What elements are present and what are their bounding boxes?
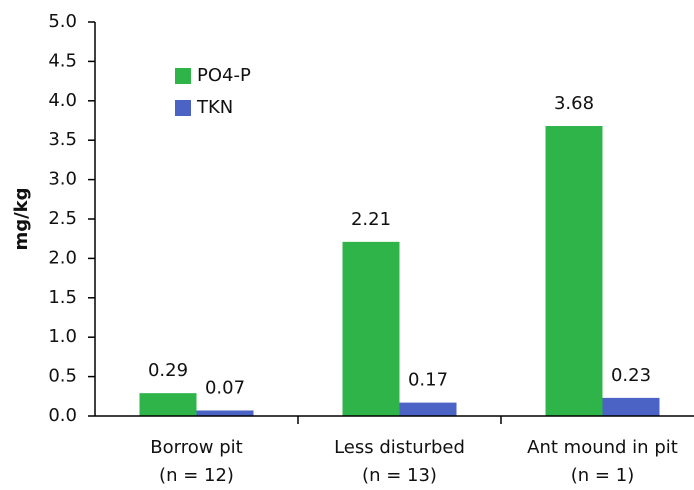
y-tick-label: 1.0: [48, 326, 77, 347]
y-tick-label: 2.0: [48, 247, 77, 268]
bar: [399, 402, 457, 416]
y-tick-label: 3.0: [48, 169, 77, 190]
x-tick-label: (n = 13): [362, 465, 437, 486]
y-tick-label: 1.5: [48, 287, 77, 308]
y-tick-label: 4.5: [48, 50, 77, 71]
legend-label: PO4-P: [197, 65, 251, 86]
legend-swatch: [175, 100, 191, 116]
value-label: 2.21: [351, 209, 391, 230]
bar: [545, 126, 603, 417]
legend-swatch: [175, 68, 191, 84]
y-axis-label: mg/kg: [11, 187, 32, 250]
bar: [602, 397, 660, 416]
x-tick-label: (n = 12): [159, 465, 234, 486]
x-tick-label: (n = 1): [571, 465, 634, 486]
y-tick-label: 3.5: [48, 129, 77, 150]
bar: [139, 393, 197, 416]
x-tick-label: Ant mound in pit: [527, 437, 678, 458]
value-label: 3.68: [554, 93, 594, 114]
y-tick-label: 5.0: [48, 11, 77, 32]
value-label: 0.29: [148, 360, 188, 381]
y-tick-label: 4.0: [48, 90, 77, 111]
x-tick-label: Less disturbed: [334, 437, 465, 458]
bar: [342, 241, 400, 416]
value-label: 0.17: [408, 370, 448, 391]
y-tick-label: 0.5: [48, 366, 77, 387]
bar: [196, 410, 254, 416]
value-label: 0.07: [205, 377, 245, 398]
value-label: 0.23: [611, 365, 651, 386]
legend-label: TKN: [196, 97, 233, 118]
y-tick-label: 2.5: [48, 208, 77, 229]
x-tick-label: Borrow pit: [150, 437, 242, 458]
y-tick-label: 0.0: [48, 405, 77, 426]
